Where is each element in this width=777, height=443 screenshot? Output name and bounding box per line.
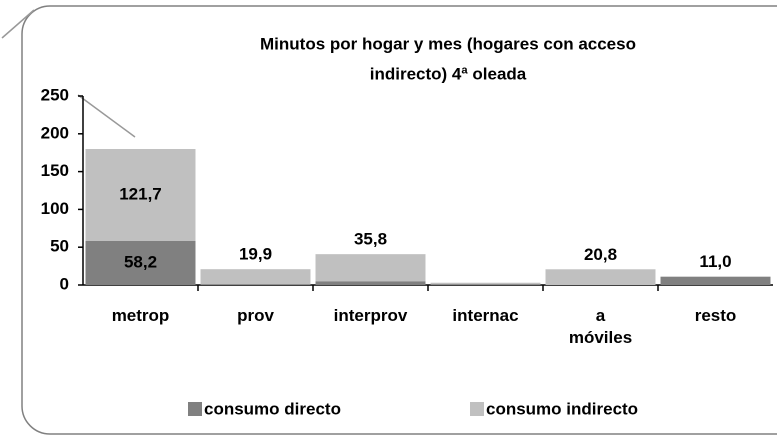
x-tick-label-wrap: a móviles [533,305,668,349]
data-label: 20,8 [584,245,617,264]
x-tick-label-box: metrop [73,305,208,327]
bar-segment [430,282,541,285]
y-tick-label: 0 [60,274,69,293]
bar-segment [545,269,656,285]
bar-segment [200,284,311,285]
x-tick-label: a móviles [568,306,633,347]
chart-title: indirecto) 4ª oleada [370,64,527,83]
bar-segment [315,254,426,282]
y-tick-label: 50 [50,237,69,256]
x-tick-label: interprov [333,306,408,325]
x-tick-label-box: interprov [303,305,438,327]
y-tick-label: 150 [41,161,69,180]
legend-label: consumo indirecto [486,399,638,418]
bar-segment [85,241,196,285]
x-tick-label-wrap: metrop [73,305,208,327]
chart-frame [21,5,777,435]
legend-label: consumo directo [204,399,341,418]
bar-segment [660,276,771,285]
leader-line [77,94,136,138]
data-label: 58,2 [124,252,157,271]
bar-segment [85,148,196,242]
x-tick-label-box: a móviles [533,305,668,349]
x-tick-label-box: prov [188,305,323,327]
y-tick-label: 200 [41,123,69,142]
y-tick-label: 250 [41,85,69,104]
x-tick-label-box: resto [648,305,777,327]
bar-segment [315,281,426,285]
data-label: 19,9 [239,245,272,264]
y-tick-label: 100 [41,199,69,218]
x-tick-label-wrap: interprov [303,305,438,327]
x-tick-label: prov [237,306,274,325]
bar-segment [200,269,311,285]
x-tick-label-box: internac [418,305,553,327]
chart-title: Minutos por hogar y mes (hogares con acc… [260,34,636,53]
x-tick-label: metrop [111,306,170,325]
x-tick-label-wrap: internac [418,305,553,327]
data-label: 11,0 [699,252,731,271]
data-label: 35,8 [354,230,387,249]
x-tick-label-wrap: prov [188,305,323,327]
bar-segment [430,284,541,285]
leader-line [1,9,35,39]
legend-swatch [188,402,202,416]
legend-swatch [470,402,484,416]
x-tick-label-wrap: resto [648,305,777,327]
x-tick-label: internac [452,306,519,325]
data-label: 121,7 [119,184,162,203]
x-tick-label: resto [694,306,737,325]
